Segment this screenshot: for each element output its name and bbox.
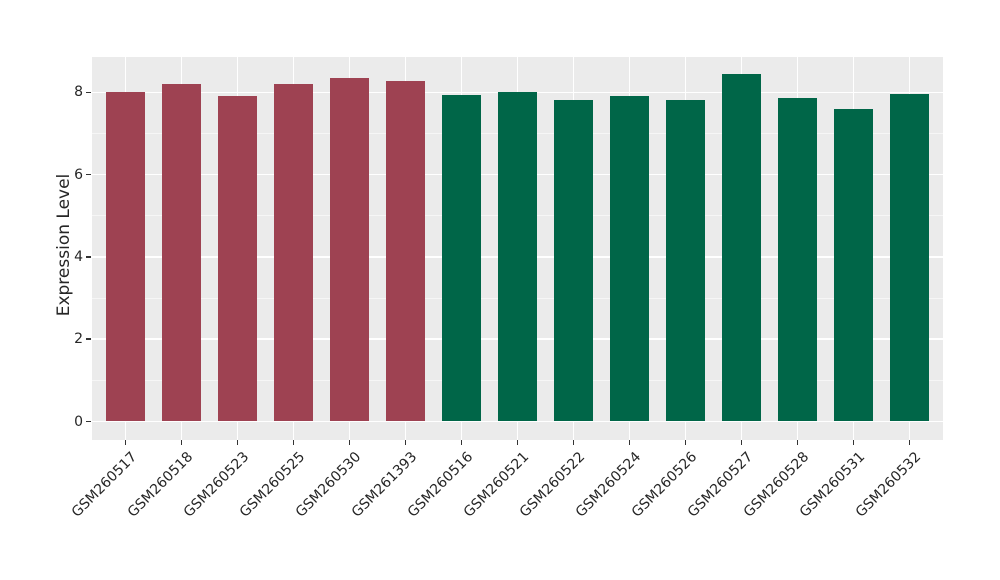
- y-tick-label-0: 0: [74, 413, 83, 430]
- x-tick-mark-GSM260522: [572, 440, 575, 445]
- x-tick-mark-GSM260518: [180, 440, 183, 445]
- y-tick-label-2: 2: [74, 331, 83, 348]
- bar-GSM260524: [610, 95, 650, 422]
- x-tick-mark-GSM260516: [460, 440, 463, 445]
- bar-GSM260526: [666, 99, 706, 422]
- x-tick-mark-GSM260527: [740, 440, 743, 445]
- bar-GSM261393: [386, 80, 426, 422]
- bar-GSM260523: [218, 95, 258, 422]
- y-tick-mark-0: [86, 420, 91, 423]
- x-tick-mark-GSM261393: [404, 440, 407, 445]
- y-tick-mark-2: [86, 338, 91, 340]
- y-axis-title: Expression Level: [54, 173, 74, 317]
- bar-GSM260528: [778, 97, 818, 422]
- y-tick-mark-4: [86, 256, 91, 258]
- x-tick-mark-GSM260517: [124, 440, 127, 445]
- x-tick-mark-GSM260525: [292, 440, 295, 445]
- x-tick-mark-GSM260531: [852, 440, 855, 445]
- bar-GSM260522: [554, 99, 594, 422]
- y-tick-label-8: 8: [74, 84, 83, 101]
- bar-GSM260518: [162, 84, 202, 422]
- y-tick-label-4: 4: [74, 248, 83, 265]
- bar-GSM260527: [722, 73, 762, 422]
- y-tick-label-6: 6: [74, 166, 83, 183]
- x-tick-mark-GSM260530: [348, 440, 351, 445]
- bar-GSM260517: [106, 92, 146, 422]
- x-tick-mark-GSM260524: [628, 440, 631, 445]
- x-tick-mark-GSM260521: [516, 440, 519, 445]
- bar-GSM260530: [330, 77, 370, 422]
- y-tick-mark-8: [86, 91, 91, 94]
- bar-GSM260531: [834, 108, 874, 422]
- bar-GSM260532: [890, 93, 930, 422]
- y-tick-mark-6: [86, 173, 91, 176]
- x-tick-mark-GSM260523: [236, 440, 239, 445]
- bar-GSM260525: [274, 84, 314, 422]
- bar-GSM260516: [442, 94, 482, 422]
- bar-GSM260521: [498, 91, 538, 422]
- x-tick-mark-GSM260532: [908, 440, 911, 445]
- x-tick-mark-GSM260528: [796, 440, 799, 445]
- chart-panel: [92, 57, 943, 440]
- x-tick-mark-GSM260526: [684, 440, 687, 445]
